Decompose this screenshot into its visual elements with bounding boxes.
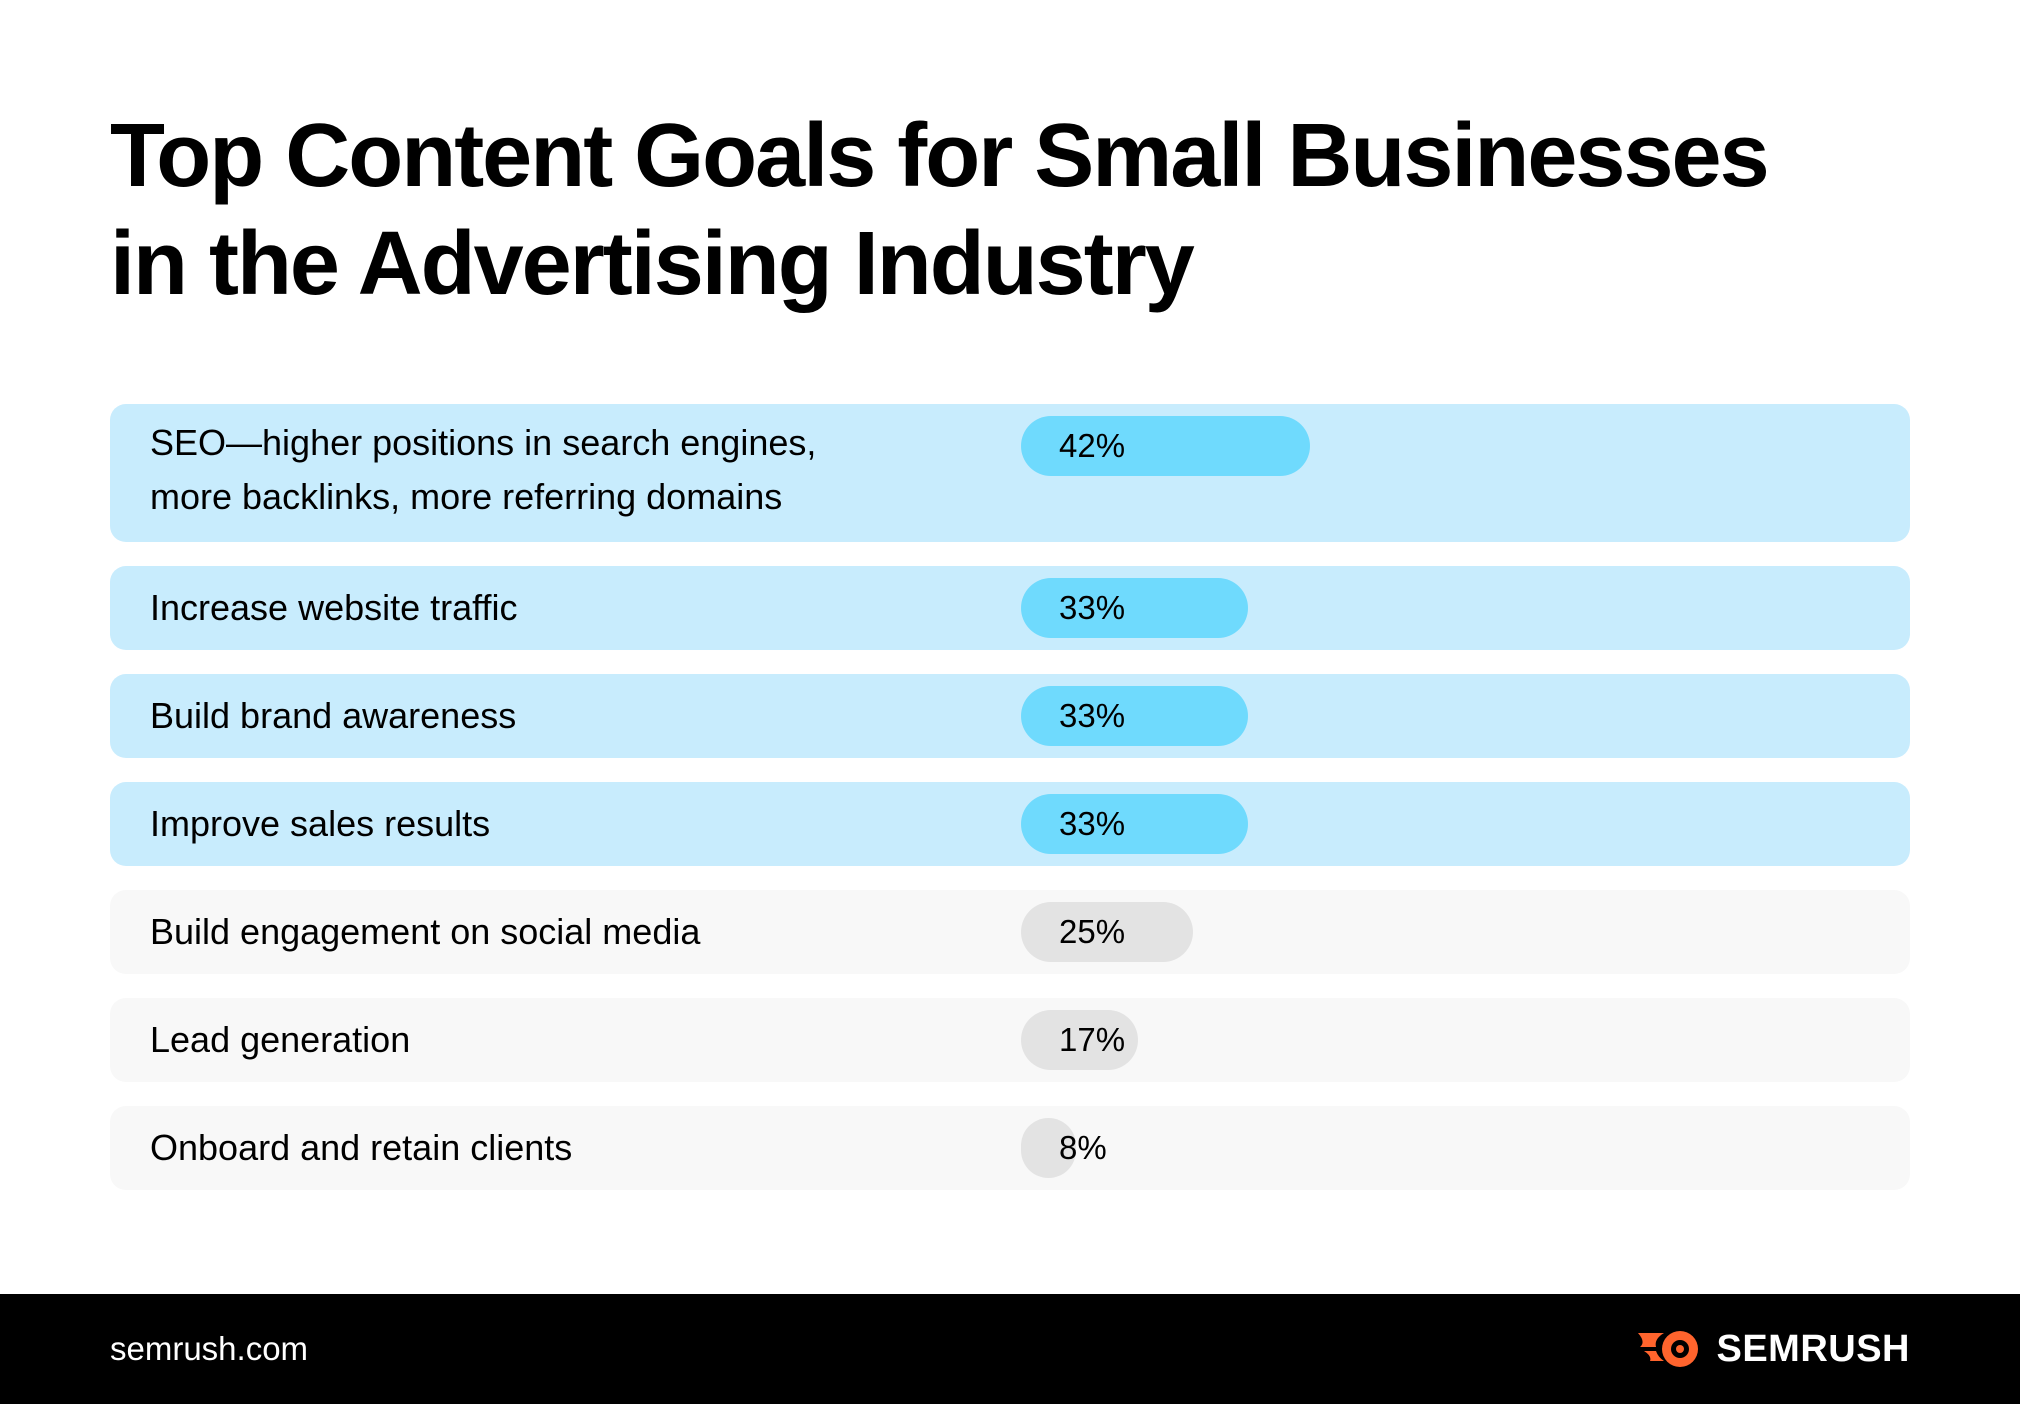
bar — [1021, 686, 1248, 746]
bar-row: Improve sales results 33% — [110, 782, 1910, 866]
category-label-line: Increase website traffic — [150, 587, 518, 628]
category-label: Improve sales results — [150, 797, 490, 851]
bar-value-label: 33% — [1059, 589, 1126, 626]
brand-name: SEMRUSH — [1716, 1327, 1910, 1370]
category-label-line: Onboard and retain clients — [150, 1127, 573, 1168]
bar-value-label: 33% — [1059, 805, 1126, 842]
chart-title: Top Content Goals for Small Businesses i… — [110, 102, 1770, 318]
category-label-line: more backlinks, more referring domains — [150, 476, 783, 517]
semrush-flame-icon — [1638, 1331, 1699, 1367]
category-label-line: Lead generation — [150, 1019, 411, 1060]
bar-row: Increase website traffic 33% — [110, 566, 1910, 650]
bar-row: SEO—higher positions in search engines, m… — [110, 404, 1910, 542]
bar — [1021, 794, 1248, 854]
category-label: Build engagement on social media — [150, 905, 700, 959]
bar — [1021, 416, 1310, 476]
chart-title-line: in the Advertising Industry — [110, 214, 1195, 314]
category-label-line: Improve sales results — [150, 803, 491, 844]
bar-row: Build engagement on social media 25% — [110, 890, 1910, 974]
bar-value-label: 42% — [1059, 427, 1126, 464]
category-label: Increase website traffic — [150, 581, 518, 635]
category-label-line: Build brand awareness — [150, 695, 517, 736]
bar-value-label: 8% — [1059, 1129, 1107, 1166]
bar-value-label: 25% — [1059, 913, 1126, 950]
brand-logo: SEMRUSH — [1634, 1294, 1910, 1404]
category-label-line: Build engagement on social media — [150, 911, 701, 952]
category-label: Onboard and retain clients — [150, 1121, 572, 1175]
bar-value-label: 17% — [1059, 1021, 1126, 1058]
bar — [1021, 1010, 1138, 1070]
chart-title-line: Top Content Goals for Small Businesses — [110, 106, 1770, 206]
bar-value-label: 33% — [1059, 697, 1126, 734]
bar-row: Build brand awareness 33% — [110, 674, 1910, 758]
category-label: SEO—higher positions in search engines, m… — [150, 416, 816, 524]
footer: semrush.com SEMRUSH — [0, 1294, 2020, 1404]
bar — [1021, 902, 1193, 962]
category-label: Build brand awareness — [150, 689, 516, 743]
bar — [1021, 578, 1248, 638]
footer-url[interactable]: semrush.com — [110, 1330, 309, 1367]
bar-row: Lead generation 17% — [110, 998, 1910, 1082]
bar — [1021, 1118, 1076, 1178]
bar-row: Onboard and retain clients 8% — [110, 1106, 1910, 1190]
category-label-line: SEO—higher positions in search engines, — [150, 422, 817, 463]
bar-chart: SEO—higher positions in search engines, m… — [110, 404, 1910, 1190]
category-label: Lead generation — [150, 1013, 410, 1067]
